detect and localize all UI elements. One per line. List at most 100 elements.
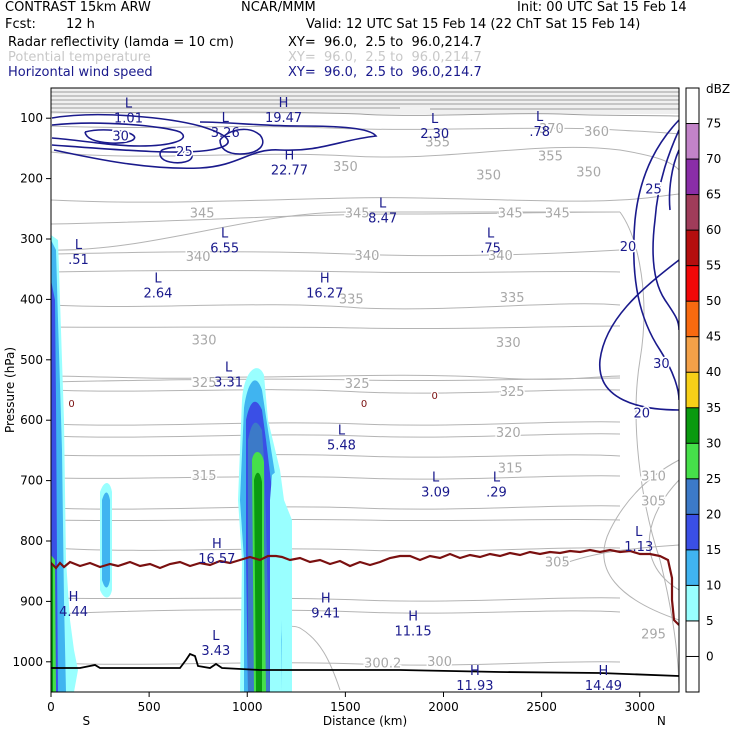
freezing-level-label: 0: [431, 391, 437, 402]
wind-extremum-value: 5.48: [327, 439, 356, 454]
wind-extremum-value: 8.47: [368, 211, 397, 226]
wind-min-marker: L: [212, 629, 220, 644]
y-tick-label: 600: [20, 413, 43, 427]
terrain-line: [51, 652, 679, 677]
theta-contour-label: 320: [496, 426, 521, 441]
y-tick-label: 500: [20, 353, 43, 367]
theta-contour-label: 345: [345, 207, 370, 222]
colorbar-level-label: 30: [706, 436, 721, 450]
wind-extremum-value: 1.01: [114, 112, 143, 127]
wind-max-marker: H: [69, 590, 79, 605]
x-axis-label: Distance (km): [323, 714, 407, 728]
wind-extremum-value: 11.93: [456, 679, 493, 694]
y-tick-label: 700: [20, 474, 43, 488]
field-xy-theta: XY= 96.0, 2.5 to 96.0,214.7: [288, 50, 482, 65]
colorbar-swatch: [686, 336, 699, 373]
wind-min-marker: L: [222, 111, 230, 126]
colorbar-level-label: 10: [706, 578, 721, 592]
freezing-level-label: 0: [361, 399, 367, 410]
theta-contour-label: 350: [476, 169, 501, 184]
forecast-hour: 12 h: [66, 17, 95, 32]
wind-extremum-value: 9.41: [311, 606, 340, 621]
wind-extremum-value: 19.47: [265, 111, 302, 126]
theta-contour-label: 360: [584, 125, 609, 140]
colorbar-swatch: [686, 478, 699, 515]
wind-min-marker: L: [75, 238, 83, 253]
wind-contour-label: 25: [176, 145, 193, 160]
wind-contour-label: 30: [112, 129, 129, 144]
wind-max-marker: H: [321, 591, 331, 606]
north-end-label: N: [657, 714, 666, 728]
theta-contour-label: 325: [192, 376, 217, 391]
wind-min-marker: L: [338, 424, 346, 439]
colorbar-swatch: [686, 194, 699, 231]
theta-contour-label: 345: [498, 207, 523, 222]
wind-extremum-value: .78: [529, 125, 550, 140]
x-tick-label: 0: [47, 700, 55, 714]
colorbar-swatch: [686, 123, 699, 160]
colorbar-swatch: [686, 585, 699, 621]
colorbar-level-label: 40: [706, 365, 721, 379]
colorbar-swatch: [686, 514, 699, 550]
south-end-label: S: [83, 714, 91, 728]
wind-max-marker: H: [285, 149, 295, 164]
theta-contour-label: 335: [339, 292, 364, 307]
theta-contour-label: 300.2: [364, 657, 401, 672]
colorbar-swatch: [686, 372, 699, 408]
colorbar-swatch: [686, 656, 699, 692]
wind-extremum-value: 2.64: [143, 286, 172, 301]
field-name-wind: Horizontal wind speed: [8, 65, 153, 80]
wind-extremum-value: 3.09: [421, 486, 450, 501]
valid-time: Valid: 12 UTC Sat 15 Feb 14 (22 ChT Sat …: [306, 17, 641, 32]
y-tick-label: 900: [20, 594, 43, 608]
wind-extremum-value: 16.27: [306, 286, 343, 301]
wind-extremum-value: 22.77: [271, 164, 308, 179]
x-tick-label: 2500: [526, 700, 557, 714]
theta-contour-label: 355: [538, 149, 563, 164]
theta-contour-label: 295: [641, 628, 666, 643]
center-name: NCAR/MMM: [241, 0, 316, 15]
colorbar-swatch: [686, 159, 699, 195]
reflectivity-fill: [51, 235, 292, 692]
init-time: Init: 00 UTC Sat 15 Feb 14: [517, 0, 687, 15]
model-title: CONTRAST 15km ARW: [5, 0, 151, 15]
upper-theta-contour-band: [51, 88, 679, 117]
wind-max-marker: H: [212, 537, 222, 552]
colorbar-level-label: 45: [706, 330, 721, 344]
plot-frame: [50, 87, 680, 693]
colorbar-level-label: 50: [706, 294, 721, 308]
colorbar-swatch: [686, 88, 699, 124]
y-tick-label: 800: [20, 534, 43, 548]
y-tick-label: 1000: [12, 655, 43, 669]
wind-extremum-value: 1.13: [624, 540, 653, 555]
potential-temperature-contours: [51, 125, 679, 692]
wind-extremum-value: 3.43: [201, 644, 230, 659]
theta-contour-label: 330: [192, 333, 217, 348]
field-name-reflectivity: Radar reflectivity (lamda = 10 cm): [8, 35, 234, 50]
theta-contour-label: 300: [427, 655, 452, 670]
wind-min-marker: L: [432, 471, 440, 486]
x-tick-label: 3000: [624, 700, 655, 714]
wind-max-marker: H: [599, 664, 609, 679]
forecast-label: Fcst:: [5, 17, 36, 32]
theta-contour-label: 340: [186, 250, 211, 265]
wind-min-marker: L: [225, 361, 233, 376]
wind-extremum-value: 11.15: [394, 625, 431, 640]
wind-min-marker: L: [379, 196, 387, 211]
colorbar-swatch: [686, 549, 699, 586]
theta-contour-label: 330: [496, 336, 521, 351]
wind-extremum-value: 3.26: [211, 126, 240, 141]
colorbar-level-label: 0: [706, 649, 714, 663]
wind-min-marker: L: [431, 112, 439, 127]
theta-contour-label: 325: [500, 385, 525, 400]
y-tick-label: 200: [20, 172, 43, 186]
wind-max-marker: H: [408, 610, 418, 625]
wind-extremum-value: 3.31: [214, 376, 243, 391]
field-xy-wind: XY= 96.0, 2.5 to 96.0,214.7: [288, 65, 482, 80]
y-axis-label: Pressure (hPa): [3, 347, 17, 433]
wind-min-marker: L: [154, 271, 162, 286]
colorbar-swatch: [686, 265, 699, 302]
theta-contour-label: 370: [539, 122, 564, 137]
wind-extremum-value: 2.30: [420, 127, 449, 142]
